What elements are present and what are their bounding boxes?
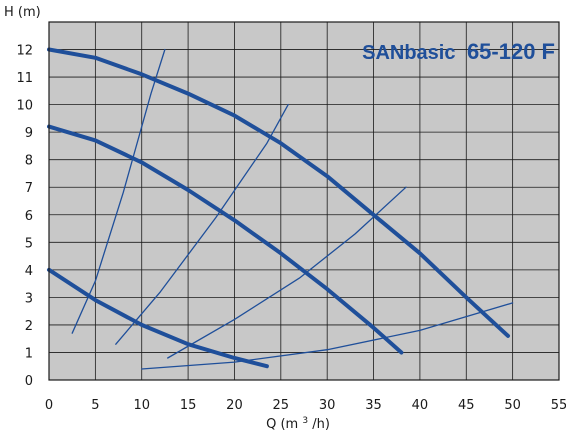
y-tick-label: 3: [25, 291, 33, 306]
x-axis-unit-exponent: 3: [302, 416, 308, 426]
y-tick-label: 10: [16, 99, 33, 114]
plot-border: [48, 21, 560, 381]
pump-curve-line: [47, 267, 269, 369]
y-tick-label: 8: [25, 154, 33, 169]
x-tick-label: 30: [319, 398, 336, 413]
y-tick-label: 2: [25, 319, 33, 334]
y-axis-title: H (m): [4, 5, 41, 20]
plot-area: [49, 22, 559, 380]
system-curve-line: [167, 186, 407, 359]
pump-curves: [47, 47, 510, 369]
pump-curve-line: [47, 124, 404, 355]
x-axis-symbol: Q: [266, 417, 276, 432]
x-axis-title: Q (m 3 /h): [266, 412, 330, 432]
chart-title-model: 65-120 F: [467, 39, 555, 64]
chart-title: SANbasic 65-120 F: [362, 39, 555, 64]
chart-title-brand: SANbasic: [362, 42, 455, 64]
y-tick-label: 0: [25, 374, 33, 389]
x-tick-label: 55: [551, 398, 566, 413]
x-tick-label: 5: [91, 398, 99, 413]
x-tick-label: 10: [133, 398, 150, 413]
x-tick-labels: 0 5 10 15 20 25 30 35 40 45 50 55: [45, 398, 566, 413]
y-tick-label: 9: [25, 126, 33, 141]
system-curves: [71, 48, 514, 370]
x-tick-label: 25: [273, 398, 290, 413]
pump-curve-line: [47, 47, 510, 338]
x-tick-label: 0: [45, 398, 53, 413]
y-tick-label: 6: [25, 209, 33, 224]
system-curve-line: [141, 302, 514, 370]
x-axis-unit-base: (m: [280, 417, 298, 432]
system-curve-line: [115, 103, 289, 345]
x-tick-label: 45: [458, 398, 475, 413]
x-tick-label: 35: [365, 398, 382, 413]
x-tick-label: 15: [180, 398, 197, 413]
x-tick-label: 40: [412, 398, 429, 413]
y-tick-label: 5: [25, 236, 33, 251]
y-tick-label: 4: [25, 264, 33, 279]
y-tick-label: 7: [25, 181, 33, 196]
x-tick-label: 50: [504, 398, 521, 413]
y-tick-label: 11: [16, 71, 33, 86]
x-tick-label: 20: [226, 398, 243, 413]
y-tick-label: 1: [25, 346, 33, 361]
y-tick-label: 12: [16, 44, 33, 59]
x-axis-unit-tail: /h): [312, 417, 330, 432]
